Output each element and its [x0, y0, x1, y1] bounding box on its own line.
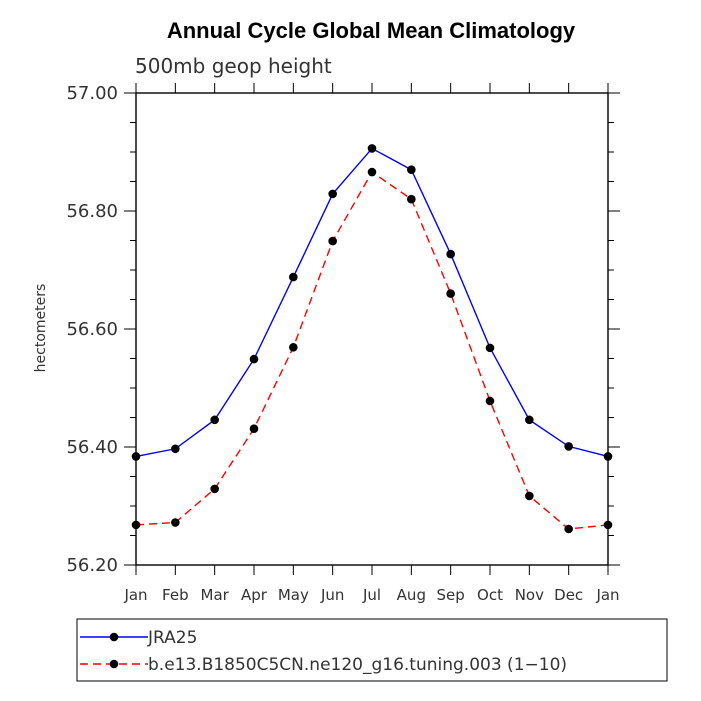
data-point [485, 343, 495, 353]
data-point [446, 249, 455, 259]
data-point [407, 194, 416, 204]
x-tick-label: Jan [123, 586, 147, 604]
x-tick-label: Jan [595, 586, 619, 604]
x-tick-label: Feb [162, 586, 189, 604]
data-point [249, 424, 259, 434]
data-point [210, 415, 219, 425]
data-point [367, 167, 377, 177]
series-1 [131, 144, 613, 461]
x-tick-label: Jul [362, 586, 381, 604]
x-tick-label: Nov [515, 586, 544, 604]
data-point [367, 144, 377, 153]
legend-marker [109, 632, 119, 642]
legend: JRA25 b.e13.B1850C5CN.ne120_g16.tuning.00… [76, 618, 668, 682]
series-2 [131, 167, 613, 534]
data-point [525, 415, 534, 425]
series-line [135, 171, 609, 530]
y-axis-label: hectometers [33, 284, 49, 373]
chart-title: Annual Cycle Global Mean Climatology [167, 18, 576, 43]
legend-marker [109, 659, 119, 669]
data-point [171, 444, 180, 454]
y-tick-label: 56.60 [66, 319, 118, 340]
series-line [135, 147, 609, 458]
y-tick-label: 57.00 [66, 83, 118, 104]
x-tick-label: Sep [437, 586, 465, 604]
axis-ticks [124, 83, 620, 575]
x-tick-label: Jun [320, 586, 344, 604]
y-tick-label: 56.40 [66, 437, 118, 458]
data-point [525, 491, 534, 501]
y-tick-label: 56.20 [66, 555, 118, 576]
data-point [210, 484, 219, 494]
data-point [249, 354, 259, 364]
data-point [328, 189, 337, 199]
data-point [407, 165, 416, 174]
legend-label: JRA25 [147, 628, 197, 648]
legend-item: JRA25 [80, 628, 197, 648]
x-tick-labels: Jan Feb Mar Apr May Jun Jul Aug Sep Oct Nov Dec Jan [123, 586, 619, 604]
x-tick-label: Oct [477, 586, 503, 604]
data-point [485, 396, 495, 406]
data-point [564, 524, 573, 534]
x-tick-label: Mar [201, 586, 230, 604]
chart-subtitle: 500mb geop height [135, 54, 332, 78]
legend-box [76, 618, 668, 682]
x-tick-label: Dec [554, 586, 583, 604]
x-tick-label: Apr [241, 586, 268, 604]
data-point [564, 442, 573, 451]
legend-item: b.e13.B1850C5CN.ne120_g16.tuning.003 (1−… [80, 655, 567, 675]
x-tick-label: Aug [397, 586, 426, 604]
data-point [289, 342, 298, 352]
x-tick-label: May [278, 586, 309, 604]
y-tick-label: 56.80 [66, 201, 118, 222]
data-point [328, 236, 337, 246]
plot-frame [135, 92, 609, 566]
data-point [289, 272, 298, 282]
data-point [446, 289, 455, 298]
y-tick-labels: 56.20 56.40 56.60 56.80 57.00 [66, 83, 118, 576]
data-point [171, 518, 180, 527]
legend-label: b.e13.B1850C5CN.ne120_g16.tuning.003 (1−… [148, 655, 567, 675]
series-layer [131, 144, 613, 534]
